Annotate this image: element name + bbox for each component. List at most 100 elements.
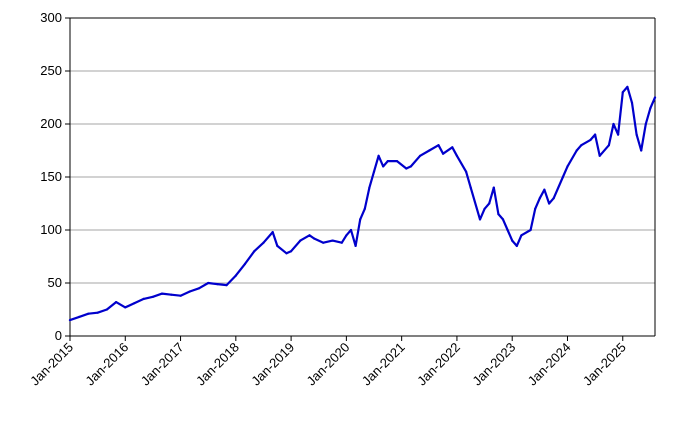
series-line-0 xyxy=(68,85,657,322)
data-point xyxy=(253,250,256,253)
data-point xyxy=(262,241,265,244)
data-point xyxy=(594,133,597,136)
data-point xyxy=(520,234,523,237)
data-point xyxy=(529,228,532,232)
data-point xyxy=(497,213,500,216)
data-point xyxy=(68,319,72,322)
data-point xyxy=(548,202,551,205)
data-point xyxy=(142,297,145,300)
data-point xyxy=(469,186,472,189)
data-point xyxy=(359,218,362,221)
data-point xyxy=(478,218,482,221)
data-point xyxy=(607,144,611,147)
data-point xyxy=(225,284,228,287)
x-tick-label: Jan-2024 xyxy=(525,340,574,389)
data-point xyxy=(575,149,578,152)
data-point xyxy=(566,165,569,168)
y-tick-label: 300 xyxy=(40,10,62,25)
data-point xyxy=(207,281,210,285)
data-point xyxy=(349,228,353,232)
data-point xyxy=(488,202,491,205)
data-point xyxy=(322,241,325,244)
x-tick-label: Jan-2015 xyxy=(27,340,76,389)
data-point xyxy=(442,152,445,155)
data-point xyxy=(515,244,518,247)
data-point xyxy=(653,96,657,99)
data-point xyxy=(363,207,366,210)
data-point xyxy=(552,197,555,200)
data-point xyxy=(276,244,279,247)
data-point xyxy=(197,287,201,290)
data-point xyxy=(386,160,389,163)
data-point xyxy=(589,138,592,141)
data-point xyxy=(621,91,624,94)
data-point xyxy=(506,228,509,232)
data-point xyxy=(188,290,191,293)
data-point xyxy=(115,301,118,304)
data-point xyxy=(455,154,458,157)
data-point xyxy=(428,149,431,152)
data-point xyxy=(243,262,247,265)
y-tick-label: 100 xyxy=(40,222,62,237)
data-point xyxy=(105,308,108,311)
series-layer xyxy=(68,85,657,322)
x-axis-ticks: Jan-2015 Jan-2016 Jan-2017 Jan-2018 Jan-2019… xyxy=(27,336,629,388)
gridlines xyxy=(70,17,655,284)
data-point xyxy=(133,302,136,305)
data-point xyxy=(501,218,505,221)
x-tick-label: Jan-2023 xyxy=(469,340,518,389)
data-point xyxy=(465,170,468,173)
data-point xyxy=(161,292,164,295)
y-axis-ticks: 0 50 100 150 200 250 300 xyxy=(40,10,70,343)
y-tick-label: 150 xyxy=(40,169,62,184)
data-point xyxy=(216,283,219,286)
x-tick-label: Jan-2022 xyxy=(414,340,463,389)
data-point xyxy=(538,197,541,200)
data-point xyxy=(395,160,399,163)
data-point xyxy=(612,122,615,126)
data-point xyxy=(543,188,546,191)
data-point xyxy=(451,146,454,149)
data-point xyxy=(409,165,412,168)
data-point xyxy=(617,133,620,136)
x-tick-label: Jan-2019 xyxy=(248,340,297,389)
data-point xyxy=(290,250,293,253)
data-point xyxy=(299,239,302,242)
data-point xyxy=(308,234,311,237)
data-point xyxy=(234,274,237,277)
data-point xyxy=(561,175,565,179)
data-point xyxy=(345,234,348,237)
data-point xyxy=(598,154,601,157)
data-point xyxy=(580,144,583,147)
data-point xyxy=(285,252,288,255)
data-point xyxy=(405,167,408,170)
x-tick-label: Jan-2018 xyxy=(193,340,242,389)
x-tick-label: Jan-2017 xyxy=(138,340,187,389)
data-point xyxy=(630,101,634,104)
x-tick-label: Jan-2020 xyxy=(304,340,353,389)
data-point xyxy=(511,239,514,242)
data-point xyxy=(87,312,90,315)
y-tick-label: 0 xyxy=(55,328,62,343)
data-point xyxy=(78,315,81,318)
data-point xyxy=(483,207,486,210)
data-point xyxy=(640,149,643,152)
x-tick-label: Jan-2021 xyxy=(359,340,408,389)
data-point xyxy=(635,133,638,136)
y-tick-label: 50 xyxy=(48,275,62,290)
data-point xyxy=(644,122,647,126)
x-tick-label: Jan-2025 xyxy=(580,340,629,389)
data-point xyxy=(492,186,495,189)
data-point xyxy=(331,239,334,242)
y-tick-label: 200 xyxy=(40,116,62,131)
data-point xyxy=(96,311,99,314)
data-point xyxy=(313,237,316,240)
data-point xyxy=(437,144,440,147)
data-point xyxy=(649,107,652,110)
data-point xyxy=(419,154,422,157)
data-point xyxy=(340,241,343,244)
data-point xyxy=(179,294,182,297)
data-point xyxy=(170,293,173,296)
